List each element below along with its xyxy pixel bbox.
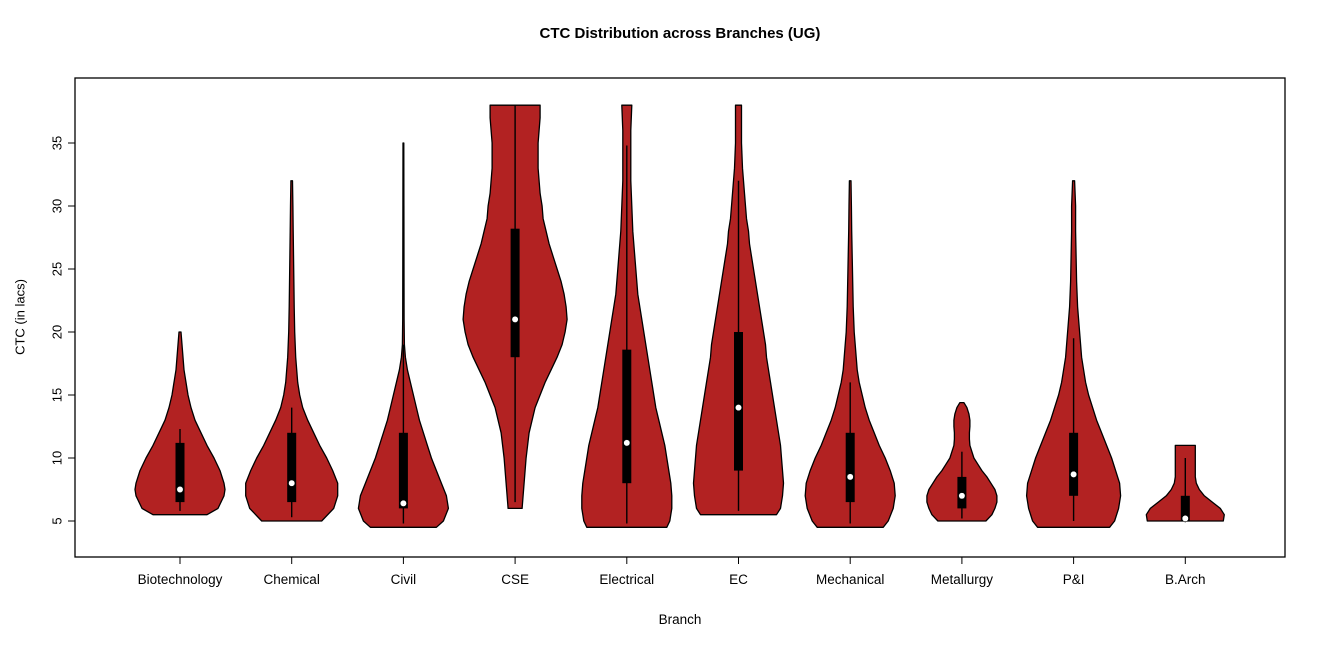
violin-mechanical: [804, 180, 896, 528]
median-dot: [1070, 470, 1078, 478]
violin-metallurgy: [926, 401, 998, 522]
x-category-label: EC: [729, 572, 748, 587]
iqr-box: [734, 332, 743, 471]
median-dot: [288, 479, 296, 487]
iqr-box: [1069, 432, 1079, 496]
violin-shape: [804, 180, 896, 528]
iqr-box: [845, 432, 855, 503]
iqr-box: [510, 228, 520, 358]
x-category-label: B.Arch: [1165, 572, 1206, 587]
x-category-label: Chemical: [264, 572, 320, 587]
violin-shape: [245, 180, 339, 522]
violin-shape: [134, 331, 226, 516]
violin-chemical: [245, 180, 339, 522]
x-category-label: P&I: [1063, 572, 1085, 587]
median-dot: [846, 473, 854, 481]
x-category-label: Mechanical: [816, 572, 884, 587]
median-dot: [511, 315, 519, 323]
median-dot: [176, 486, 184, 493]
y-tick-label: 15: [49, 388, 64, 402]
x-category-label: Biotechnology: [138, 572, 223, 587]
iqr-box: [175, 442, 185, 503]
violin-ec: [692, 104, 785, 516]
plot-border: [74, 77, 1286, 558]
median-dot: [1181, 515, 1189, 522]
x-axis-title: Branch: [658, 612, 702, 627]
violin-civil: [357, 142, 450, 528]
y-tick-label: 5: [49, 517, 64, 524]
violin-p-i: [1025, 180, 1122, 528]
iqr-box: [1180, 495, 1190, 521]
y-tick-label: 10: [49, 451, 64, 465]
x-category-label: Metallurgy: [931, 572, 994, 587]
y-tick-label: 20: [49, 325, 64, 339]
median-dot: [399, 499, 407, 507]
median-dot: [735, 404, 742, 412]
x-category-label: CSE: [501, 572, 529, 587]
x-category-label: Electrical: [599, 572, 654, 587]
x-category-label: Civil: [391, 572, 417, 587]
chart-title: CTC Distribution across Branches (UG): [539, 25, 821, 42]
y-tick-label: 30: [49, 199, 64, 213]
iqr-box: [398, 432, 408, 509]
y-tick-label: 35: [49, 136, 64, 150]
violin-biotechnology: [134, 331, 226, 516]
violin-b-arch: [1145, 444, 1225, 523]
violin-shape: [357, 142, 450, 528]
iqr-box: [287, 432, 297, 503]
y-tick-label: 25: [49, 262, 64, 276]
median-dot: [958, 492, 966, 500]
violin-electrical: [581, 104, 673, 528]
violin-cse: [462, 104, 568, 510]
median-dot: [623, 439, 631, 447]
iqr-box: [622, 349, 632, 484]
